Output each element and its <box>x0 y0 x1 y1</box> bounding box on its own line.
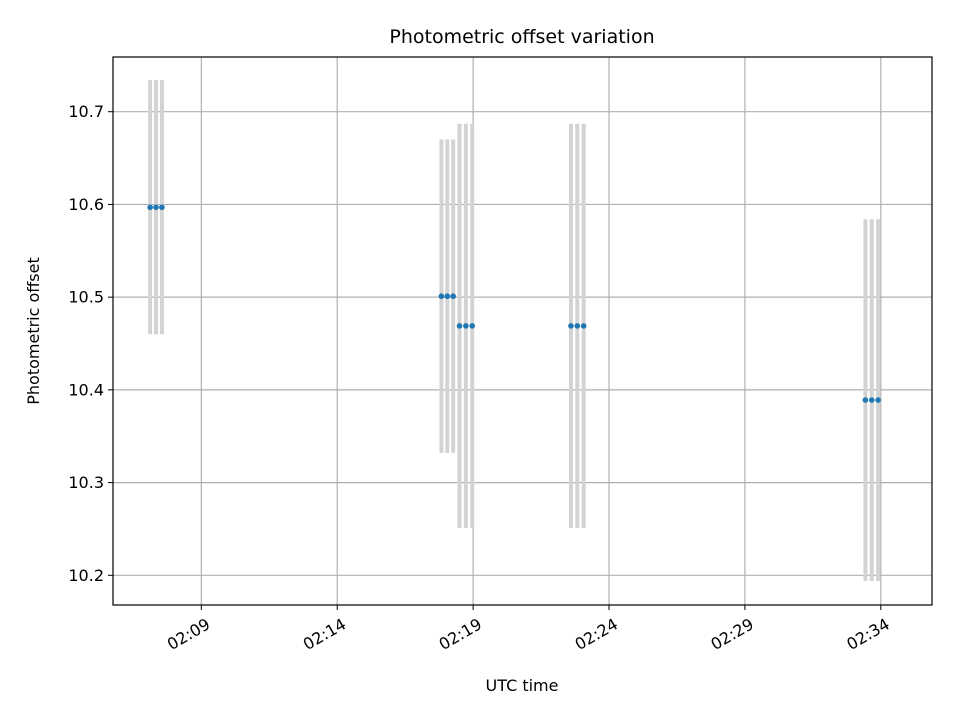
plot-frame <box>112 56 933 606</box>
axis-ticks: 02:09 02:14 02:19 02:24 02:29 02:34 10.2 10.3 10… <box>68 102 892 654</box>
x-tick-label: 02:24 <box>572 614 621 654</box>
data-point <box>438 293 445 300</box>
data-point <box>159 204 165 211</box>
data-point <box>469 323 476 329</box>
data-point <box>875 397 881 403</box>
grid <box>113 57 932 605</box>
y-axis-label: Photometric offset <box>24 257 43 405</box>
data-point <box>147 204 153 211</box>
chart-title: Photometric offset variation <box>389 26 654 48</box>
y-tick-label: 10.2 <box>68 566 104 585</box>
x-tick-label: 02:14 <box>300 614 349 654</box>
x-tick-label: 02:34 <box>843 614 892 654</box>
data-point <box>450 293 456 300</box>
data-point <box>153 204 159 211</box>
y-tick-label: 10.5 <box>68 288 104 307</box>
x-tick-label: 02:19 <box>436 614 485 654</box>
x-tick-label: 02:09 <box>164 614 213 654</box>
y-tick-label: 10.3 <box>68 473 104 492</box>
y-tick-label: 10.7 <box>68 102 104 121</box>
y-tick-label: 10.4 <box>68 380 104 399</box>
data-point <box>456 323 463 329</box>
data-point <box>463 323 469 329</box>
data-point <box>580 323 587 329</box>
data-point <box>568 323 574 329</box>
data-point <box>868 397 875 403</box>
data-points <box>147 204 881 403</box>
error-bars <box>148 80 881 581</box>
data-point <box>862 397 869 403</box>
data-point <box>444 293 451 300</box>
data-point <box>574 323 581 329</box>
y-tick-label: 10.6 <box>68 195 104 214</box>
x-axis-label: UTC time <box>486 676 559 695</box>
x-tick-label: 02:29 <box>707 614 756 654</box>
